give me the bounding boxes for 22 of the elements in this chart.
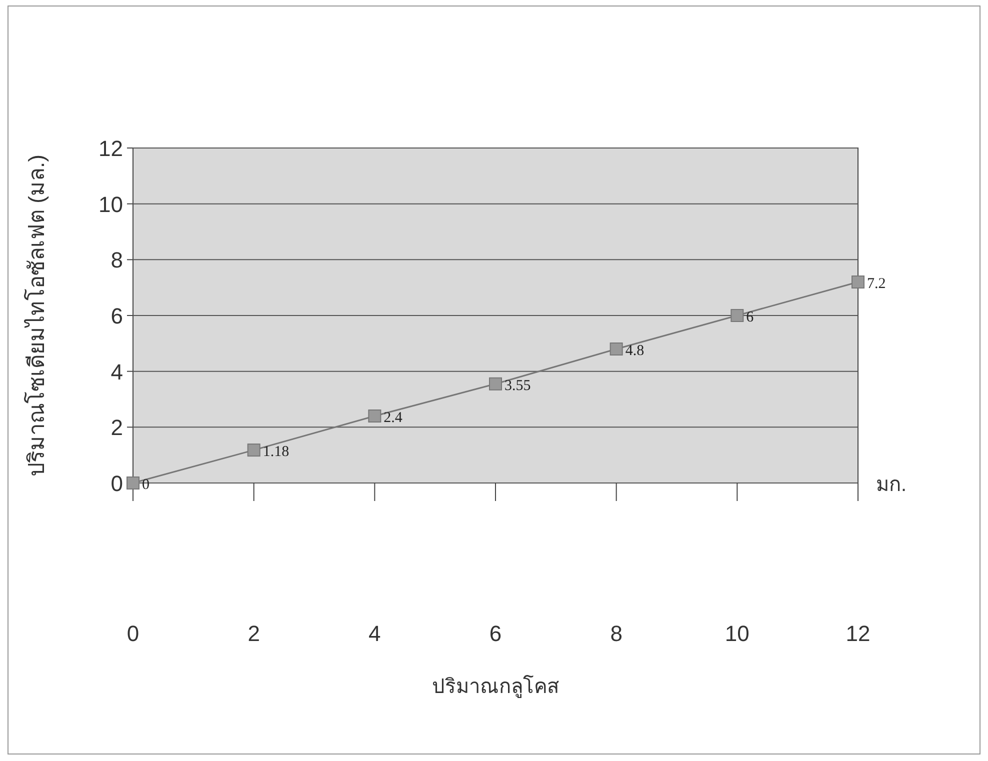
y-tick-label: 2	[110, 415, 123, 440]
x-tick-label: 10	[724, 621, 750, 646]
data-label: 4.8	[625, 343, 644, 359]
x-tick-label: 6	[489, 621, 502, 646]
x-tick-label: 12	[846, 621, 870, 646]
data-label: 7.2	[867, 276, 886, 292]
y-tick-label: 10	[98, 192, 123, 217]
y-tick-label: 12	[98, 136, 123, 161]
x-tick-label: 2	[248, 621, 260, 646]
data-label: 3.55	[504, 378, 531, 394]
y-axis-title: ปริมาณโซเดียมไทโอซัลเฟต (มล.)	[24, 154, 49, 476]
y-tick-label: 8	[110, 248, 123, 273]
data-label: 1.18	[262, 444, 290, 460]
y-tick-label: 6	[110, 304, 123, 328]
x-tick-label: 4	[368, 621, 381, 646]
y-tick-label: 4	[110, 359, 123, 384]
text: มก.	[876, 474, 907, 496]
x-tick-label: 0	[126, 621, 140, 646]
y-tick-label: 0	[110, 471, 123, 496]
data-label: 2.4	[384, 410, 403, 426]
x-tick-label: 8	[610, 621, 622, 646]
x-axis-title: ปริมาณกลูโคส	[432, 675, 559, 699]
